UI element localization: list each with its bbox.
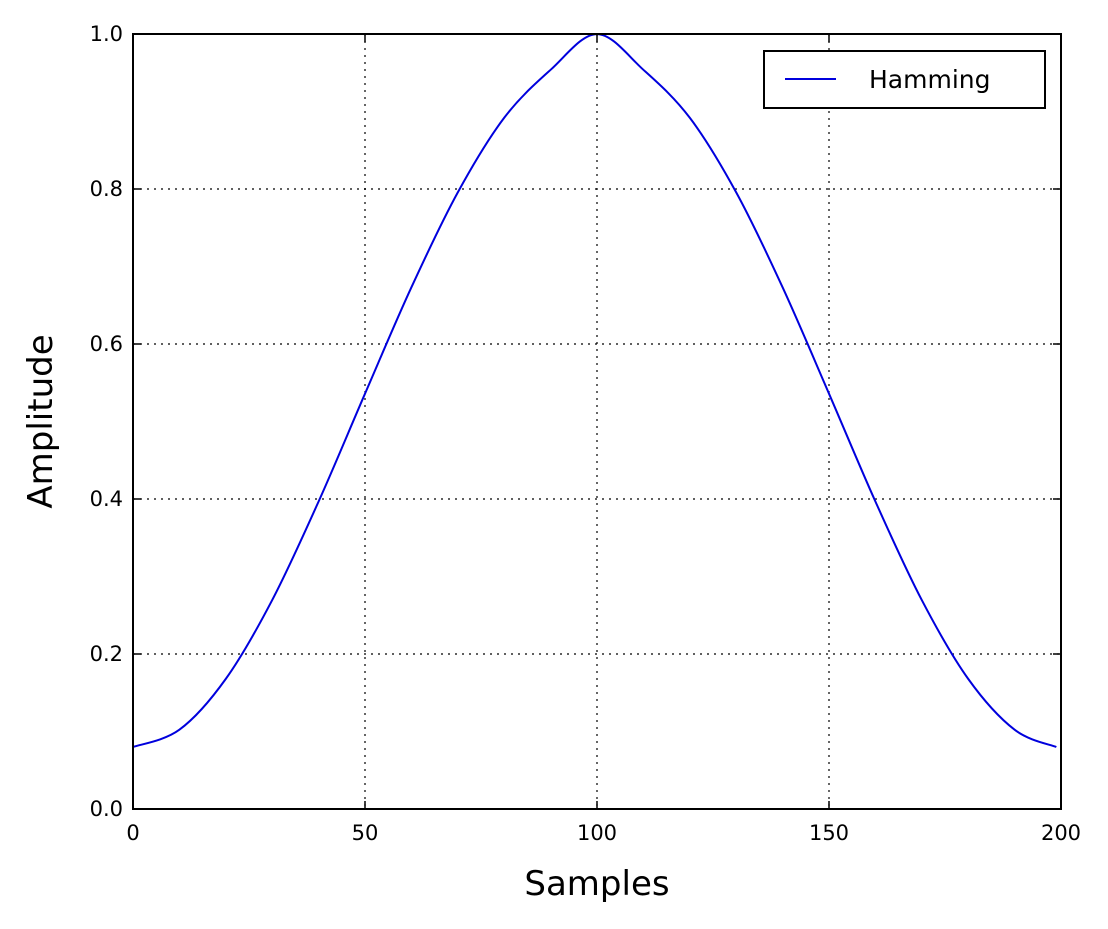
y-tick-label: 0.0 <box>90 797 123 821</box>
series-layer <box>132 33 1057 748</box>
y-tick-label: 1.0 <box>90 22 123 46</box>
x-axis-label: Samples <box>524 864 669 904</box>
legend: Hamming <box>763 50 1046 109</box>
tick-marks <box>132 33 1062 810</box>
grid-lines <box>132 33 1062 810</box>
y-tick-label: 0.2 <box>90 642 123 666</box>
tick-labels: 0 50 100 150 200 0.0 0.2 0.4 0.6 0.8 1.0 <box>90 22 1081 845</box>
series-line-hamming <box>132 33 1057 748</box>
x-tick-label: 50 <box>352 821 379 845</box>
legend-label-hamming: Hamming <box>869 65 990 94</box>
y-tick-label: 0.8 <box>90 177 123 201</box>
y-axis-label: Amplitude <box>21 334 61 508</box>
x-tick-label: 150 <box>809 821 849 845</box>
x-tick-label: 0 <box>126 821 139 845</box>
y-tick-label: 0.6 <box>90 332 123 356</box>
x-tick-label: 200 <box>1041 821 1081 845</box>
x-tick-label: 100 <box>577 821 617 845</box>
y-tick-label: 0.4 <box>90 487 123 511</box>
